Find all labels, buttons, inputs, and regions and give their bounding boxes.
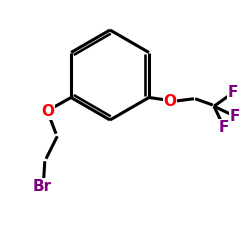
Text: O: O xyxy=(41,104,54,119)
Text: O: O xyxy=(164,94,177,109)
Text: F: F xyxy=(228,85,238,100)
Text: F: F xyxy=(230,109,240,124)
Text: Br: Br xyxy=(33,179,52,194)
Text: F: F xyxy=(219,120,229,135)
